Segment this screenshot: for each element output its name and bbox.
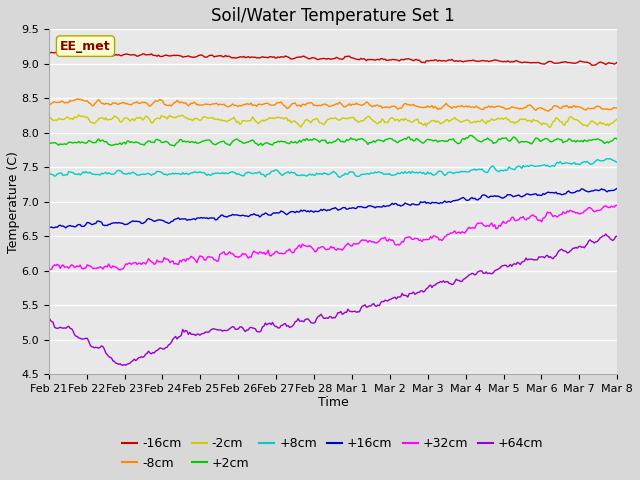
Legend: -16cm, -8cm, -2cm, +2cm, +8cm, +16cm, +32cm, +64cm: -16cm, -8cm, -2cm, +2cm, +8cm, +16cm, +3… (117, 432, 548, 475)
Y-axis label: Temperature (C): Temperature (C) (7, 151, 20, 253)
Text: EE_met: EE_met (60, 40, 111, 53)
Title: Soil/Water Temperature Set 1: Soil/Water Temperature Set 1 (211, 7, 455, 25)
X-axis label: Time: Time (317, 396, 348, 408)
